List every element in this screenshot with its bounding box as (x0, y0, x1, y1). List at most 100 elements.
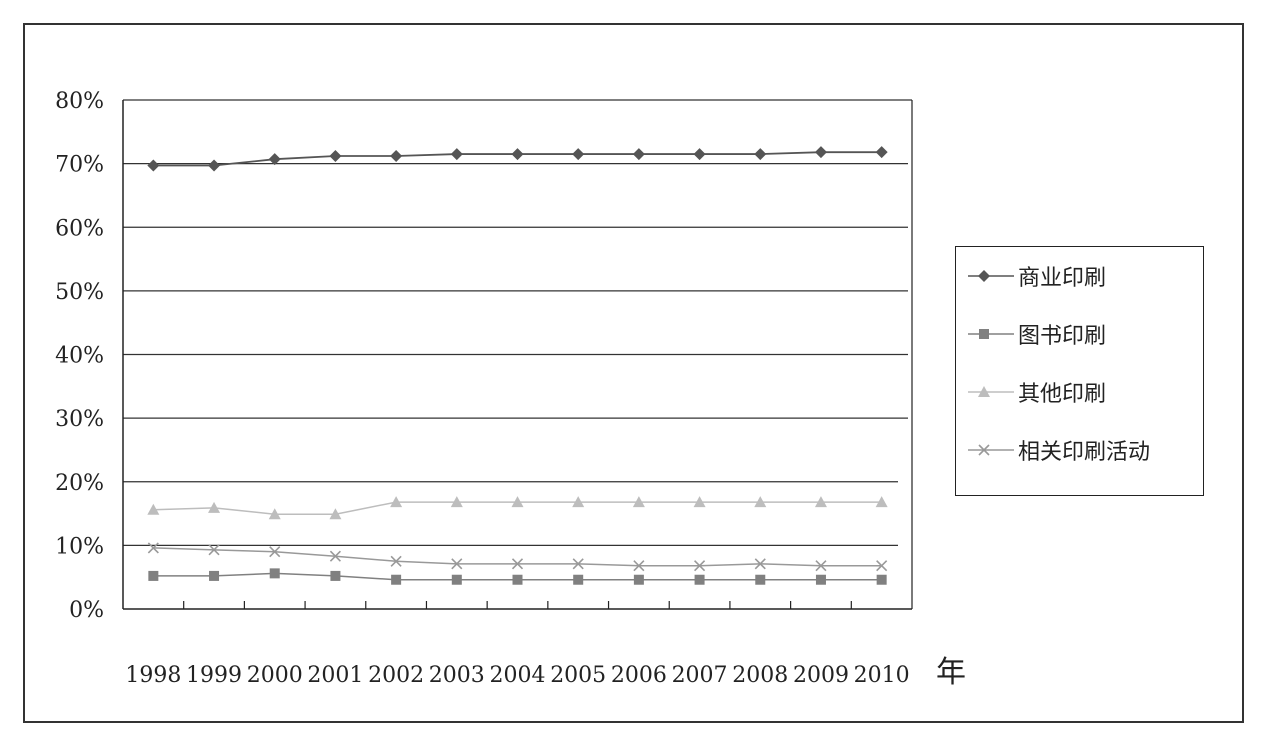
data-point-1-11 (815, 574, 826, 585)
legend-marker-1 (979, 329, 989, 339)
data-point-3-0 (147, 542, 159, 554)
data-point-2-1 (208, 501, 221, 513)
data-point-2-10 (754, 496, 767, 508)
data-point-0-5 (450, 148, 463, 161)
y-tick-label: 50% (55, 280, 104, 305)
data-point-1-8 (633, 574, 644, 585)
legend-label-0: 商业印刷 (1018, 266, 1107, 291)
data-point-3-7 (572, 558, 584, 570)
data-point-1-12 (876, 574, 887, 585)
series-3 (147, 542, 888, 572)
legend: 商业印刷 图书印刷 其他印刷 相关印刷活动 (955, 246, 1204, 496)
data-point-1-4 (391, 574, 402, 585)
legend-item-3: 相关印刷活动 (968, 435, 1150, 465)
chart-frame (23, 23, 1244, 723)
data-point-0-11 (814, 146, 827, 159)
data-point-2-8 (632, 496, 645, 508)
series-layer (147, 146, 888, 585)
data-point-0-7 (572, 148, 585, 161)
x-tick-label: 2010 (854, 663, 910, 688)
data-point-1-5 (451, 574, 462, 585)
legend-item-0: 商业印刷 (968, 261, 1106, 291)
x-tick-label: 2009 (793, 663, 849, 688)
x-tick-label: 2006 (611, 663, 667, 688)
data-point-1-10 (755, 574, 766, 585)
legend-label-1: 图书印刷 (1018, 324, 1107, 349)
data-point-3-10 (754, 558, 766, 570)
data-point-1-0 (148, 570, 159, 581)
data-point-3-9 (694, 560, 706, 572)
axes (122, 100, 913, 610)
y-tick-labels: 0% 10% 20% 30% 40% 50% 60% 70% 80% (55, 89, 104, 623)
data-point-1-1 (209, 570, 220, 581)
y-tick-label: 40% (55, 344, 104, 369)
data-point-3-8 (633, 560, 645, 572)
data-point-0-2 (268, 153, 281, 166)
data-point-2-3 (329, 508, 342, 520)
data-point-3-12 (876, 560, 888, 572)
data-point-3-1 (208, 544, 220, 556)
series-2 (147, 496, 888, 520)
data-point-2-12 (875, 496, 888, 508)
data-point-3-4 (390, 555, 402, 567)
legend-swatch-3 (968, 444, 1014, 456)
x-tick-label: 2004 (490, 663, 546, 688)
x-tick-label: 1999 (186, 663, 242, 688)
data-point-0-1 (208, 159, 221, 172)
data-point-1-9 (694, 574, 705, 585)
legend-item-1: 图书印刷 (968, 319, 1106, 349)
data-point-2-7 (572, 496, 585, 508)
y-tick-label: 70% (55, 153, 104, 178)
data-point-0-9 (693, 148, 706, 161)
series-1 (148, 568, 887, 585)
series-0 (147, 146, 888, 172)
y-tick-label: 10% (55, 534, 104, 559)
x-axis-label: 年 (936, 655, 966, 690)
data-point-2-11 (814, 496, 827, 508)
x-tick-label: 2002 (368, 663, 424, 688)
y-tick-label: 0% (69, 598, 104, 623)
data-point-3-3 (329, 550, 341, 562)
data-point-1-7 (573, 574, 584, 585)
legend-swatch-2 (968, 386, 1014, 397)
data-point-3-2 (269, 546, 281, 558)
data-point-1-6 (512, 574, 523, 585)
data-point-2-6 (511, 496, 524, 508)
y-tick-label: 30% (55, 407, 104, 432)
data-point-0-4 (390, 149, 403, 162)
data-point-0-8 (632, 148, 645, 161)
legend-swatch-0 (968, 270, 1014, 282)
data-point-0-0 (147, 159, 160, 172)
x-tick-label: 2003 (429, 663, 485, 688)
data-point-0-10 (754, 148, 767, 161)
data-point-2-4 (390, 496, 403, 508)
legend-swatch-1 (968, 329, 1014, 339)
x-tick-label: 2000 (247, 663, 303, 688)
legend-marker-3 (978, 444, 990, 456)
data-point-3-11 (815, 560, 827, 572)
x-tick-labels: 1998 1999 2000 2001 2002 2003 2004 2005 2006 2007… (125, 663, 909, 688)
data-point-2-5 (450, 496, 463, 508)
data-point-0-12 (875, 146, 888, 159)
y-tick-label: 60% (55, 216, 104, 241)
data-point-0-6 (511, 148, 524, 161)
legend-label-3: 相关印刷活动 (1018, 440, 1151, 465)
legend-label-2: 其他印刷 (1018, 382, 1107, 407)
x-tick-label: 2001 (307, 663, 363, 688)
legend-item-2: 其他印刷 (968, 377, 1106, 407)
x-tick-label: 1998 (125, 663, 181, 688)
y-tick-label: 80% (55, 89, 104, 114)
data-point-3-5 (451, 558, 463, 570)
x-tick-label: 2005 (550, 663, 606, 688)
legend-marker-2 (978, 386, 990, 397)
data-point-2-9 (693, 496, 706, 508)
data-point-2-0 (147, 503, 160, 515)
data-point-2-2 (268, 508, 281, 520)
x-tick-label: 2007 (672, 663, 728, 688)
gridlines (123, 99, 912, 546)
data-point-3-6 (511, 558, 524, 570)
data-point-1-2 (269, 568, 280, 579)
y-tick-label: 20% (55, 471, 104, 496)
legend-marker-0 (978, 270, 990, 282)
